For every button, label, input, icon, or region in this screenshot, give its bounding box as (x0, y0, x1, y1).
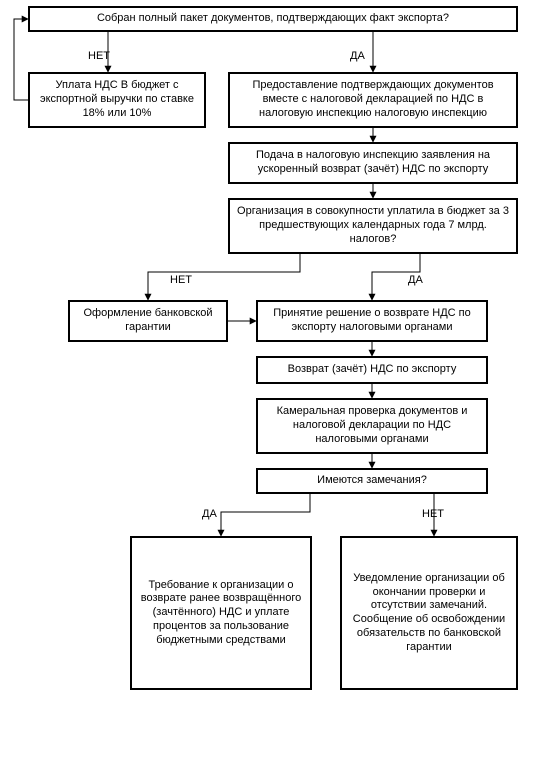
label-q2-yes: ДА (408, 274, 423, 286)
label-q1-no: НЕТ (88, 50, 110, 62)
node-demand-return: Требование к организации о возврате ране… (130, 536, 312, 690)
node-submit-docs: Предоставление подтверждающих документов… (228, 72, 518, 128)
label-q1-yes: ДА (350, 50, 365, 62)
node-pay-vat: Уплата НДС В бюджет с экспортной выручки… (28, 72, 206, 128)
decision-q1: Собран полный пакет документов, подтверж… (28, 6, 518, 32)
node-refund-decision: Принятие решение о возврате НДС по экспо… (256, 300, 488, 342)
decision-q3: Имеются замечания? (256, 468, 488, 494)
node-bank-guarantee: Оформление банковской гарантии (68, 300, 228, 342)
node-notify-ok: Уведомление организации об окончании про… (340, 536, 518, 690)
node-apply-accelerated: Подача в налоговую инспекцию заявления н… (228, 142, 518, 184)
flowchart-canvas: Собран полный пакет документов, подтверж… (0, 0, 541, 770)
label-q2-no: НЕТ (170, 274, 192, 286)
edge (14, 19, 28, 100)
label-q3-no: НЕТ (422, 508, 444, 520)
node-audit: Камеральная проверка документов и налого… (256, 398, 488, 454)
node-refund: Возврат (зачёт) НДС по экспорту (256, 356, 488, 384)
label-q3-yes: ДА (202, 508, 217, 520)
decision-q2: Организация в совокупности уплатила в бю… (228, 198, 518, 254)
edge (221, 494, 310, 536)
